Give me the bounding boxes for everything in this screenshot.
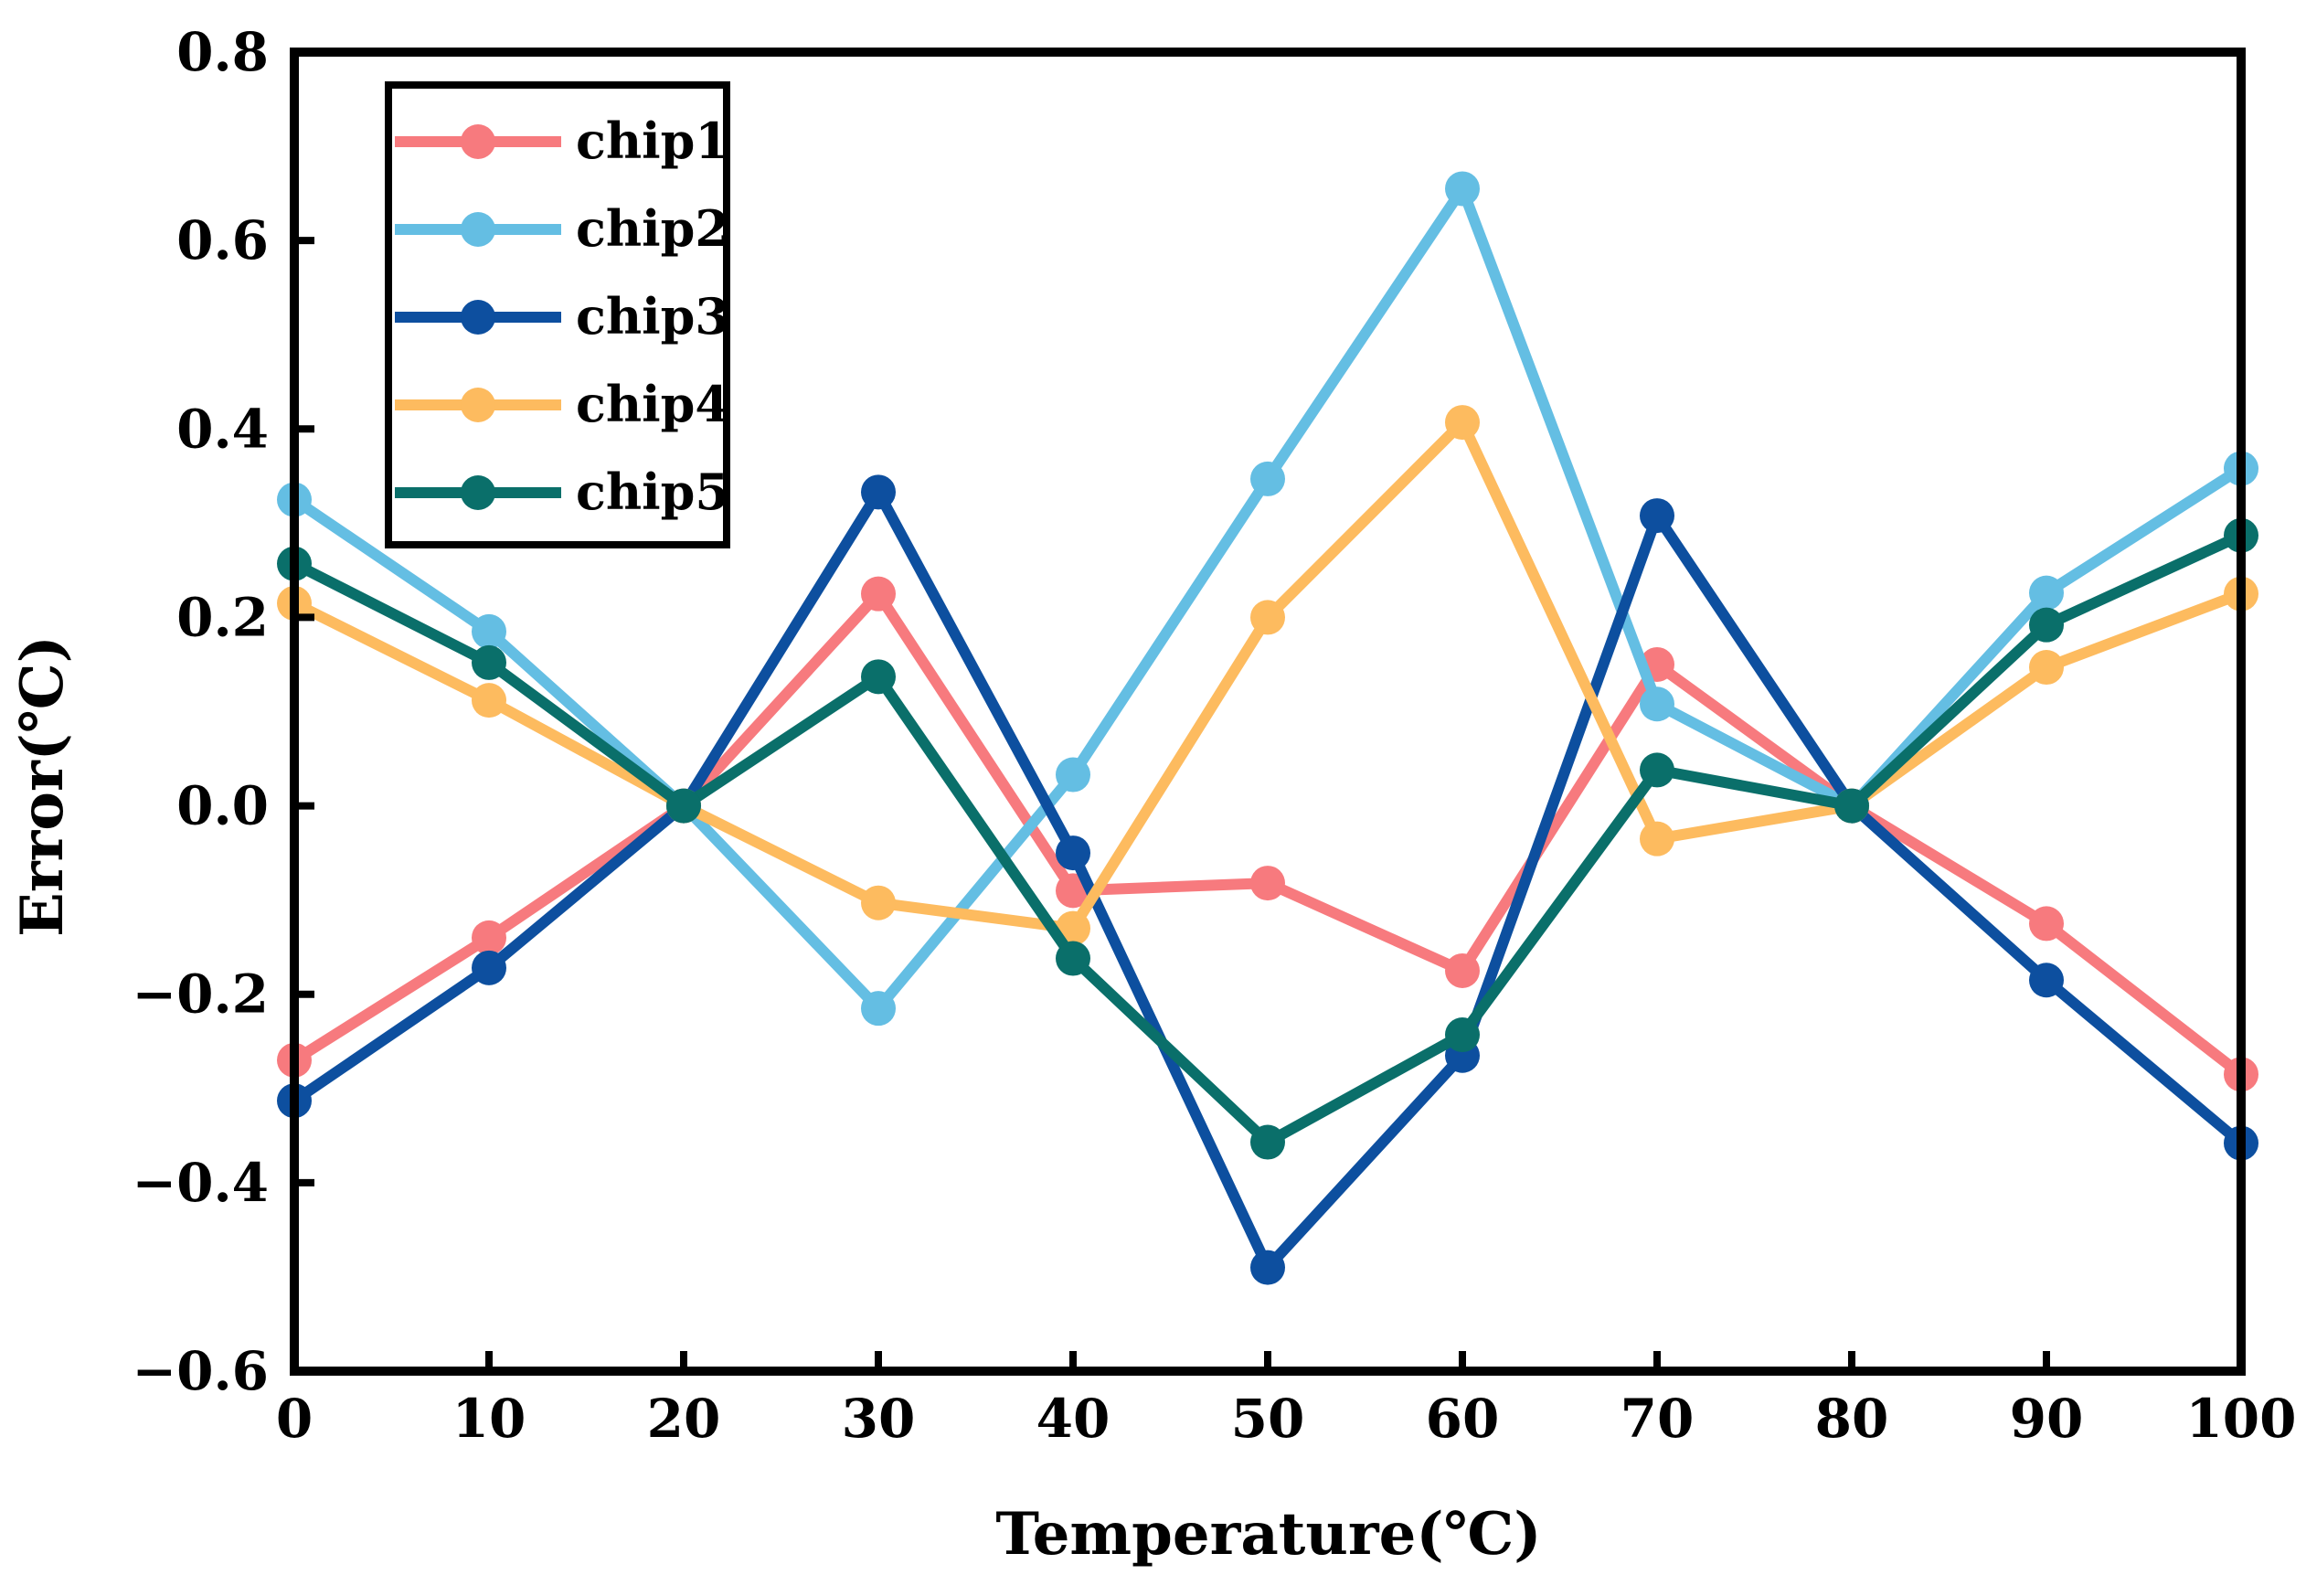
legend-swatch-marker xyxy=(461,475,495,510)
legend-item-chip1: chip1 xyxy=(395,112,729,170)
series-chip5 xyxy=(277,517,2258,1160)
plot-area xyxy=(277,171,2258,1285)
legend-label: chip1 xyxy=(576,112,729,170)
data-point-chip3 xyxy=(1056,835,1090,871)
legend-swatch-marker xyxy=(461,212,495,247)
data-point-chip2 xyxy=(472,613,506,649)
data-point-chip4 xyxy=(2029,650,2064,686)
data-point-chip5 xyxy=(1250,1124,1285,1160)
data-point-chip3 xyxy=(1640,498,1674,534)
x-tick-label: 20 xyxy=(647,1388,721,1450)
x-axis-title: Temperature(℃) xyxy=(995,1500,1541,1569)
x-tick-label: 100 xyxy=(2185,1388,2296,1450)
y-tick-label: −0.2 xyxy=(132,963,269,1026)
data-point-chip1 xyxy=(2029,906,2064,942)
x-tick-label: 50 xyxy=(1231,1388,1305,1450)
legend-item-chip5: chip5 xyxy=(395,463,729,521)
data-point-chip3 xyxy=(1250,1250,1285,1285)
data-point-chip1 xyxy=(1250,866,1285,901)
x-tick-label: 80 xyxy=(1815,1388,1889,1450)
data-point-chip5 xyxy=(472,644,506,680)
y-tick-label: 0.6 xyxy=(176,209,269,271)
legend-label: chip4 xyxy=(576,375,729,433)
x-tick-label: 0 xyxy=(276,1388,313,1450)
data-point-chip5 xyxy=(1834,788,1869,824)
legend-item-chip4: chip4 xyxy=(395,375,729,433)
x-tick-label: 30 xyxy=(842,1388,916,1450)
legend-label: chip2 xyxy=(576,199,729,258)
data-point-chip2 xyxy=(1250,461,1285,496)
legend: chip1 chip2 chip3 chip4 chip5 xyxy=(385,81,730,548)
data-point-chip1 xyxy=(1445,952,1480,988)
data-point-chip3 xyxy=(472,950,506,985)
y-tick-label: 0.0 xyxy=(176,775,269,837)
data-point-chip2 xyxy=(1640,686,1674,722)
data-point-chip1 xyxy=(472,920,506,955)
y-tick-label: 0.4 xyxy=(176,398,269,460)
data-point-chip5 xyxy=(1056,941,1090,976)
data-point-chip4 xyxy=(1640,821,1674,857)
y-tick-label: −0.6 xyxy=(132,1340,269,1402)
legend-swatch-marker xyxy=(461,124,495,159)
data-point-chip3 xyxy=(2029,963,2064,998)
data-point-chip1 xyxy=(861,576,896,612)
legend-item-chip3: chip3 xyxy=(395,287,729,346)
x-tick-label: 10 xyxy=(452,1388,526,1450)
series-chip1 xyxy=(277,576,2258,1092)
y-tick-label: −0.4 xyxy=(132,1152,269,1214)
data-point-chip4 xyxy=(861,885,896,920)
legend-item-chip2: chip2 xyxy=(395,199,729,258)
data-point-chip2 xyxy=(1056,757,1090,793)
data-point-chip5 xyxy=(1640,752,1674,788)
data-point-chip5 xyxy=(666,788,701,824)
x-tick-label: 40 xyxy=(1036,1388,1110,1450)
data-point-chip5 xyxy=(2029,607,2064,643)
x-tick-label: 90 xyxy=(2010,1388,2084,1450)
data-point-chip2 xyxy=(2029,575,2064,611)
data-point-chip2 xyxy=(1445,171,1480,207)
legend-swatch-marker xyxy=(461,300,495,335)
x-tick-label: 70 xyxy=(1621,1388,1695,1450)
legend-swatch-marker xyxy=(461,388,495,422)
data-point-chip4 xyxy=(1250,600,1285,635)
data-point-chip5 xyxy=(861,659,896,695)
data-point-chip5 xyxy=(1445,1017,1480,1053)
series-line-chip1 xyxy=(289,584,2247,1080)
y-tick-label: 0.2 xyxy=(176,586,269,648)
legend-label: chip3 xyxy=(576,287,729,346)
data-point-chip4 xyxy=(1445,405,1480,441)
y-axis-title: Error(℃) xyxy=(8,635,77,937)
legend-label: chip5 xyxy=(576,463,729,521)
y-tick-label: 0.8 xyxy=(176,21,269,83)
data-point-chip3 xyxy=(861,474,896,510)
x-tick-label: 60 xyxy=(1426,1388,1500,1450)
data-point-chip2 xyxy=(861,991,896,1027)
axes: 0 10 20 30 40 50 60 70 80 90 100 0.8 0.6 0.4 0.2 0.0 −0.… xyxy=(132,21,2296,1450)
data-point-chip4 xyxy=(472,683,506,718)
